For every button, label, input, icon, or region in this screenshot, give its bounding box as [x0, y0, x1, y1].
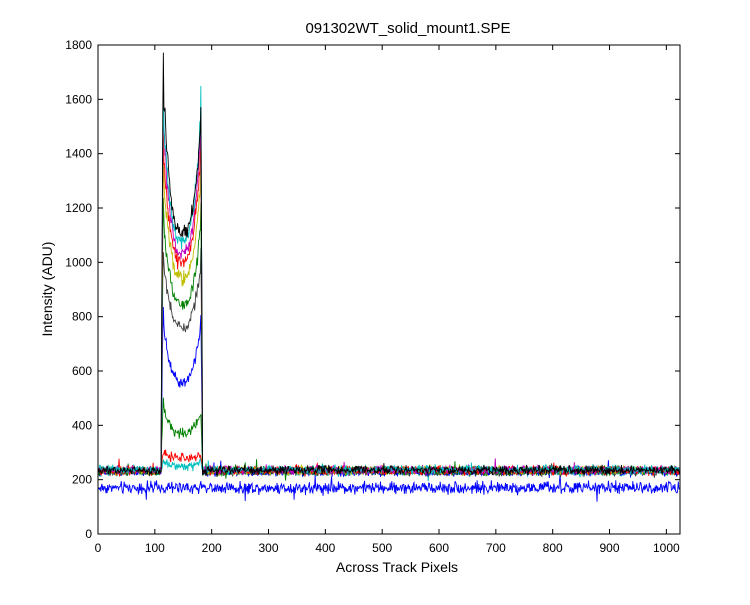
x-tick-label: 1000 [653, 541, 680, 555]
series-line [97, 473, 681, 502]
x-tick-label: 0 [95, 541, 102, 555]
x-tick-label: 700 [486, 541, 506, 555]
plot-area-frame [97, 44, 681, 535]
series-line [97, 52, 681, 478]
y-tick-label: 400 [72, 418, 92, 432]
series-line [97, 156, 681, 477]
axis-ticks: 0 100 200 300 400 500 600 700 800 900 1000 0 200 400 6… [65, 38, 680, 555]
x-tick-label: 200 [202, 541, 222, 555]
y-tick-label: 1400 [65, 147, 92, 161]
y-axis-label: Intensity (ADU) [39, 242, 55, 337]
series-line [97, 306, 681, 479]
x-axis-label: Across Track Pixels [336, 559, 458, 575]
x-tick-label: 400 [315, 541, 335, 555]
x-tick-label: 900 [600, 541, 620, 555]
series-line [97, 86, 681, 477]
y-tick-label: 200 [72, 473, 92, 487]
series-line [97, 247, 681, 478]
x-tick-label: 100 [145, 541, 165, 555]
y-tick-label: 1800 [65, 38, 92, 52]
y-tick-label: 1000 [65, 255, 92, 269]
series-line [97, 96, 681, 476]
x-tick-label: 500 [372, 541, 392, 555]
y-tick-label: 800 [72, 310, 92, 324]
chart-title: 091302WT_solid_mount1.SPE [305, 20, 510, 37]
x-tick-label: 600 [429, 541, 449, 555]
series-line [97, 115, 681, 477]
y-tick-label: 1200 [65, 201, 92, 215]
x-tick-label: 300 [258, 541, 278, 555]
y-tick-label: 0 [85, 527, 92, 541]
series-layer [97, 52, 681, 502]
x-tick-label: 800 [543, 541, 563, 555]
y-tick-label: 600 [72, 364, 92, 378]
y-tick-label: 1600 [65, 92, 92, 106]
